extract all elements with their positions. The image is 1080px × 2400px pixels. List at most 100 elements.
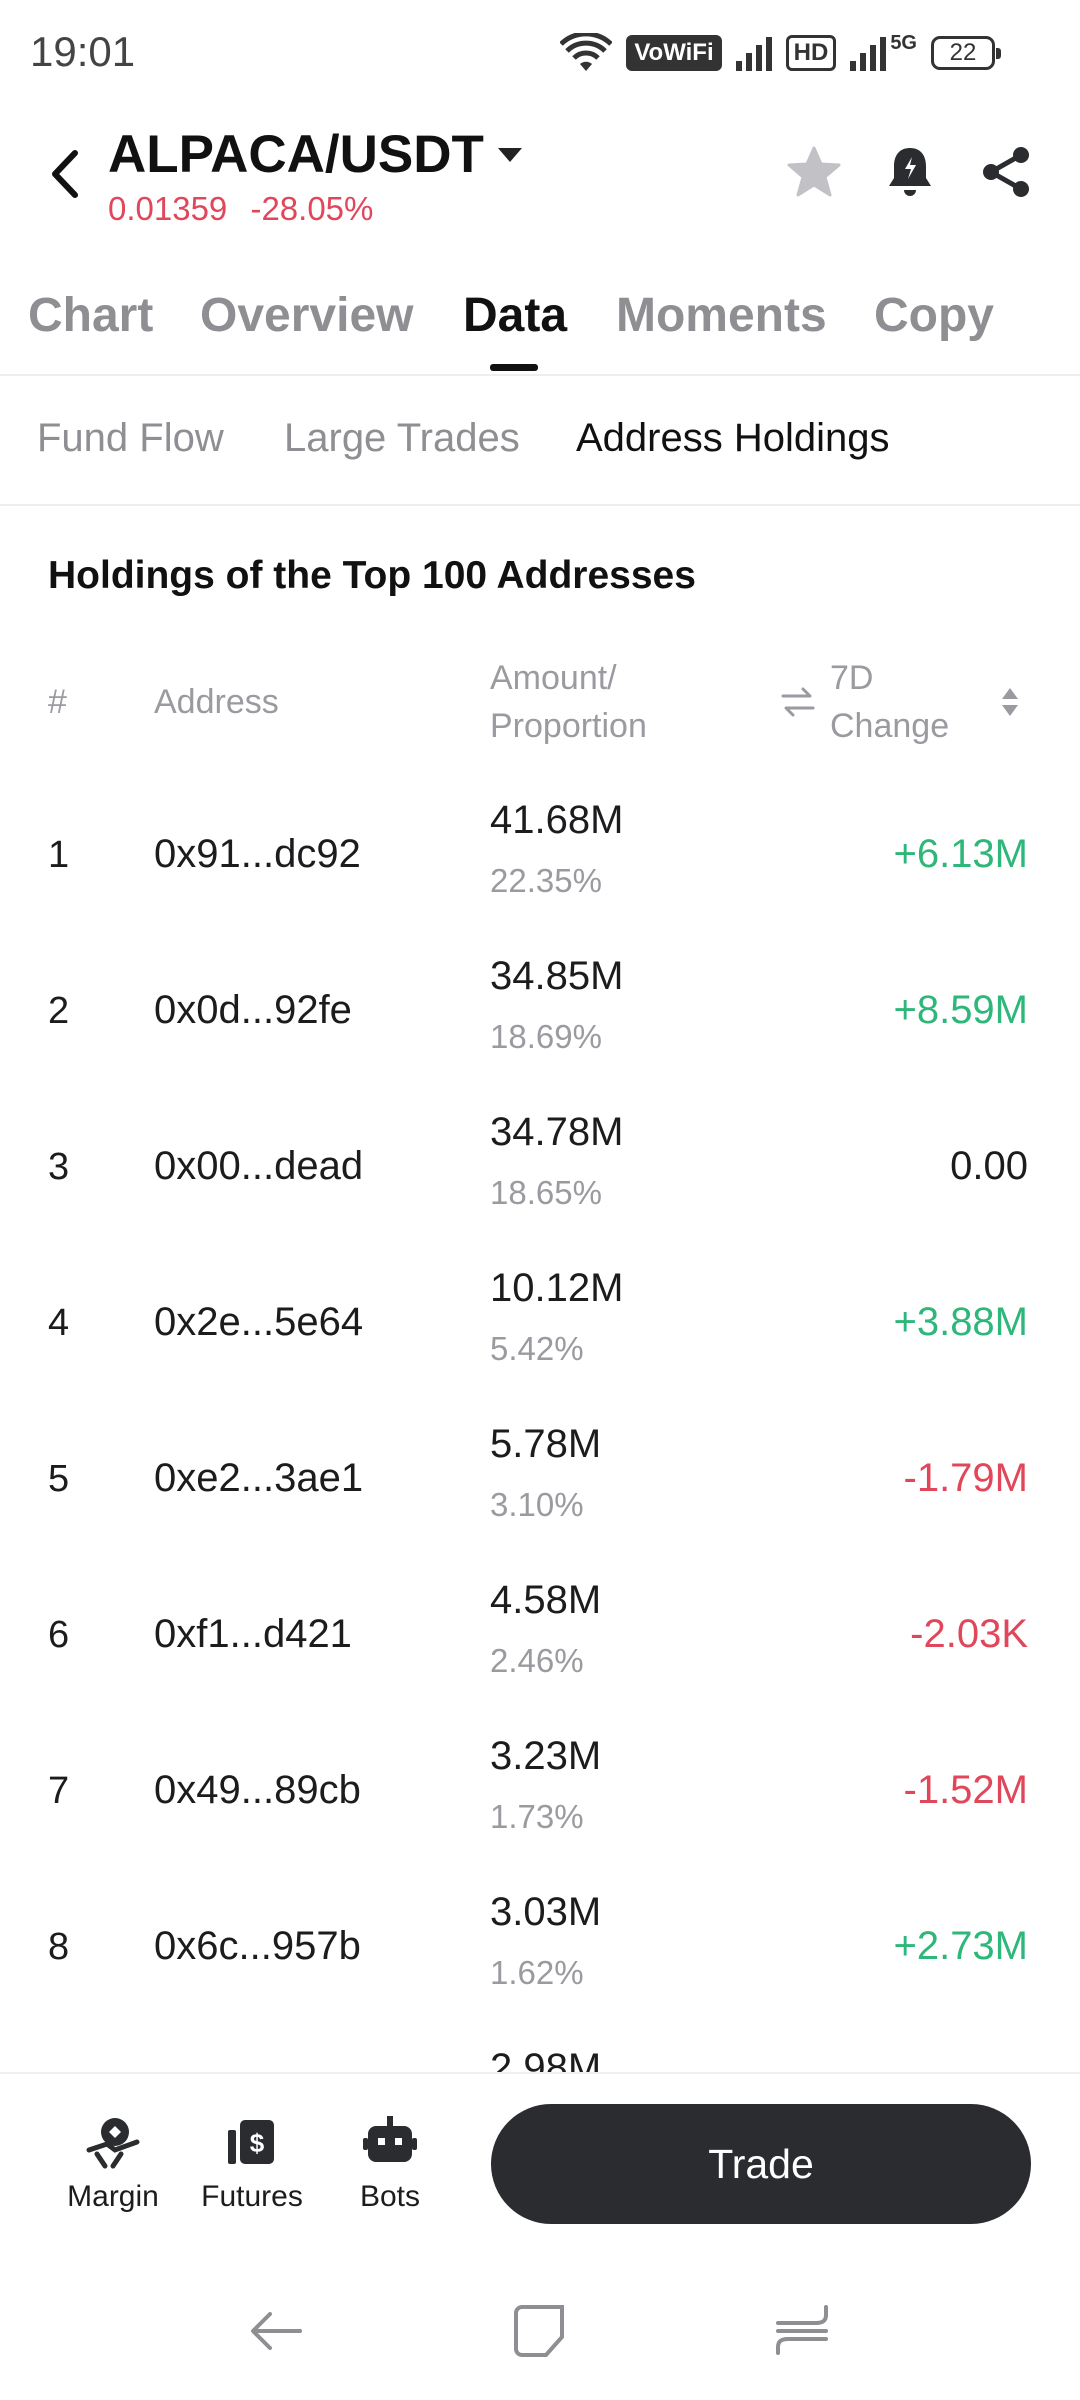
table-row[interactable]: 1 0x91...dc92 41.68M 22.35% +6.13M (0, 774, 1080, 930)
favorite-button[interactable] (782, 140, 846, 204)
row-proportion: 18.65% (490, 1174, 602, 1211)
row-rank: 4 (48, 1302, 70, 1344)
status-time: 19:01 (30, 28, 136, 75)
row-proportion: 2.46% (490, 1642, 584, 1679)
nav-bots[interactable]: Bots (325, 2114, 455, 2214)
nav-futures[interactable]: $ Futures (187, 2114, 317, 2214)
status-icons: VoWiFi HD 5G 22 (560, 28, 1001, 78)
nav-futures-label: Futures (201, 2180, 303, 2213)
tab-overview[interactable]: Overview (200, 289, 414, 342)
row-amount: 5.78M (490, 1422, 602, 1466)
table-row[interactable]: 7 0x49...89cb 3.23M 1.73% -1.52M (0, 1710, 1080, 1866)
main-tabs: Chart Overview Data Moments Copy (0, 280, 1080, 376)
bottom-action-bar: Margin $ Futures Bots Trade (0, 2072, 1080, 2272)
row-proportion: 3.10% (490, 1486, 584, 1523)
row-amount: 41.68M (490, 798, 624, 842)
row-rank: 2 (48, 990, 70, 1032)
table-row[interactable]: 8 0x6c...957b 3.03M 1.62% +2.73M (0, 1866, 1080, 2022)
row-amount: 34.78M (490, 1110, 624, 1154)
active-tab-indicator (490, 364, 538, 371)
tab-moments[interactable]: Moments (616, 289, 827, 342)
col-change-line2: Change (830, 707, 950, 745)
col-7d-change[interactable]: 7D Change (830, 654, 949, 750)
table-row[interactable]: 5 0xe2...3ae1 5.78M 3.10% -1.79M (0, 1398, 1080, 1554)
row-address: 0x2e...5e64 (154, 1300, 364, 1344)
row-address: 0x6c...957b (154, 1924, 361, 1968)
vowifi-badge: VoWiFi (626, 35, 722, 71)
caret-down-icon (497, 147, 522, 162)
row-address: 0x91...dc92 (154, 832, 361, 876)
row-amount: 3.23M (490, 1734, 602, 1778)
col-rank: # (48, 683, 67, 721)
row-7d-change: +6.13M (893, 832, 1028, 876)
table-row[interactable]: 4 0x2e...5e64 10.12M 5.42% +3.88M (0, 1242, 1080, 1398)
row-proportion: 18.69% (490, 1018, 602, 1055)
subtab-fund-flow[interactable]: Fund Flow (37, 416, 224, 460)
row-proportion: 22.35% (490, 862, 602, 899)
sort-button[interactable] (1000, 686, 1020, 723)
table-row[interactable]: 3 0x00...dead 34.78M 18.65% 0.00 (0, 1086, 1080, 1242)
row-amount: 10.12M (490, 1266, 624, 1310)
swap-arrows-icon (781, 687, 815, 717)
row-proportion: 1.62% (490, 1954, 584, 1991)
row-rank: 1 (48, 834, 70, 876)
system-home-button[interactable] (500, 2296, 580, 2366)
row-7d-change: +3.88M (893, 1300, 1028, 1344)
pair-name: ALPACA/USDT (108, 125, 484, 184)
sort-arrows-icon (1002, 688, 1018, 716)
last-price: 0.01359 (108, 190, 228, 227)
nav-margin[interactable]: Margin (48, 2114, 178, 2214)
row-rank: 3 (48, 1146, 70, 1188)
row-proportion: 1.73% (490, 1798, 584, 1835)
section-title: Holdings of the Top 100 Addresses (48, 554, 696, 597)
col-address: Address (154, 683, 279, 721)
subtab-address-holdings[interactable]: Address Holdings (576, 416, 890, 460)
price-alert-button[interactable] (878, 140, 942, 204)
share-button[interactable] (974, 140, 1038, 204)
sub-tabs: Fund Flow Large Trades Address Holdings (0, 376, 1080, 506)
svg-text:$: $ (250, 2128, 265, 2158)
price-change: -28.05% (250, 190, 374, 227)
row-7d-change: -1.79M (903, 1456, 1029, 1500)
nav-bots-label: Bots (359, 2180, 421, 2213)
back-button[interactable] (40, 138, 88, 210)
col-amount-line2: Proportion (490, 707, 647, 745)
row-amount: 34.85M (490, 954, 624, 998)
pair-price-line: 0.01359 -28.05% (108, 190, 373, 228)
status-bar: 19:01 VoWiFi HD 5G 22 (0, 0, 1080, 110)
row-address: 0x49...89cb (154, 1768, 361, 1812)
col-amount-line1: Amount/ (490, 659, 617, 697)
pair-selector[interactable]: ALPACA/USDT (108, 124, 522, 185)
system-navigation (0, 2272, 1080, 2400)
table-row[interactable]: 6 0xf1...d421 4.58M 2.46% -2.03K (0, 1554, 1080, 1710)
trade-button[interactable]: Trade (491, 2104, 1031, 2224)
network-badge: 5G (890, 31, 917, 54)
swap-toggle-button[interactable] (780, 684, 816, 725)
row-proportion: 5.42% (490, 1330, 584, 1367)
tab-copy[interactable]: Copy (874, 289, 994, 342)
system-back-button[interactable] (236, 2296, 316, 2366)
alert-bell-icon (889, 148, 931, 196)
table-row[interactable]: 2 0x0d...92fe 34.85M 18.69% +8.59M (0, 930, 1080, 1086)
futures-icon: $ (228, 2120, 274, 2164)
row-amount: 3.03M (490, 1890, 602, 1934)
hd-badge: HD (785, 35, 837, 71)
signal-icon-2 (850, 35, 887, 71)
nav-margin-label: Margin (67, 2180, 159, 2213)
system-recents-button[interactable] (762, 2296, 842, 2366)
tab-chart[interactable]: Chart (28, 289, 154, 342)
subtab-large-trades[interactable]: Large Trades (284, 416, 520, 460)
row-amount: 4.58M (490, 1578, 602, 1622)
col-amount: Amount/ Proportion (490, 654, 647, 750)
row-rank: 6 (48, 1614, 70, 1656)
tab-data[interactable]: Data (463, 289, 568, 342)
row-address: 0xf1...d421 (154, 1612, 352, 1656)
back-icon (251, 2312, 302, 2350)
row-rank: 8 (48, 1926, 70, 1968)
row-address: 0xe2...3ae1 (154, 1456, 364, 1500)
star-icon (787, 146, 841, 197)
row-address: 0x00...dead (154, 1144, 364, 1188)
row-rank: 7 (48, 1770, 70, 1812)
home-icon (514, 2305, 564, 2357)
recents-icon (776, 2305, 828, 2355)
